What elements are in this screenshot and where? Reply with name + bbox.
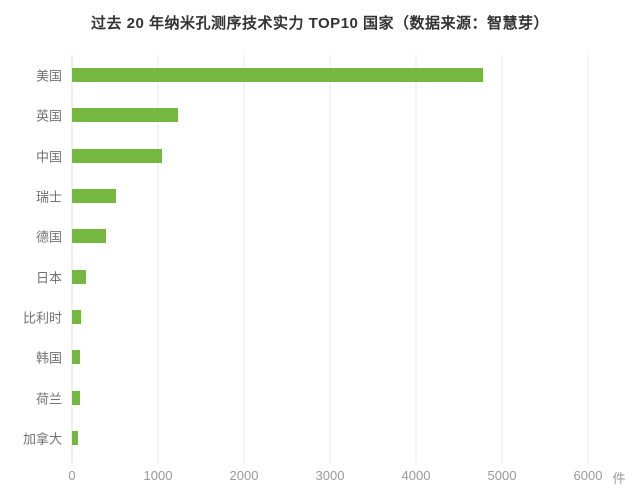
chart-title: 过去 20 年纳米孔测序技术实力 TOP10 国家（数据来源：智慧芽） (90, 15, 550, 32)
bar (72, 229, 106, 244)
x-tick-label: 5000 (487, 468, 517, 483)
bar (72, 189, 116, 204)
category-label: 美国 (35, 68, 62, 84)
category-label: 韩国 (35, 350, 62, 366)
x-tick-label: 3000 (315, 468, 345, 483)
bar-row: 荷兰 (36, 377, 588, 417)
x-axis: 0 1000 2000 3000 4000 5000 6000 件 (68, 462, 625, 486)
bar-row: 中国 (36, 136, 588, 176)
x-tick-label: 4000 (401, 468, 431, 483)
category-label: 日本 (35, 270, 62, 286)
category-label: 荷兰 (35, 391, 62, 407)
category-label: 德国 (35, 229, 62, 245)
bar (72, 390, 80, 405)
bar (72, 68, 484, 83)
category-label: 比利时 (22, 310, 62, 326)
bar-row: 瑞士 (36, 176, 588, 216)
gridline (329, 55, 331, 463)
bar (72, 350, 81, 365)
bar (72, 309, 82, 324)
gridline (415, 55, 417, 463)
gridline (587, 55, 589, 463)
x-tick-label: 0 (68, 468, 76, 483)
gridline (157, 55, 159, 463)
category-label: 瑞士 (35, 189, 62, 205)
category-label: 中国 (35, 149, 62, 165)
bar-row: 日本 (36, 257, 588, 297)
bar-row: 德国 (36, 216, 588, 256)
bar-row: 美国 (36, 55, 588, 95)
x-tick-label: 2000 (229, 468, 259, 483)
bar (72, 148, 163, 163)
category-label: 加拿大 (22, 431, 62, 447)
y-axis-line (71, 55, 73, 463)
category-label: 英国 (35, 108, 62, 124)
bar (72, 430, 79, 445)
bar-row: 韩国 (36, 337, 588, 377)
gridline (243, 55, 245, 463)
bar (72, 269, 87, 284)
x-axis-unit-label: 件 (612, 471, 626, 486)
bar-row: 英国 (36, 95, 588, 135)
plot-area: 美国英国中国瑞士德国日本比利时韩国荷兰加拿大 (23, 55, 589, 463)
bar-row: 比利时 (23, 297, 588, 337)
bar-row: 加拿大 (23, 418, 588, 458)
gridline (501, 55, 503, 463)
x-tick-label: 1000 (143, 468, 173, 483)
bar (72, 108, 178, 123)
x-tick-label: 6000 (573, 468, 603, 483)
